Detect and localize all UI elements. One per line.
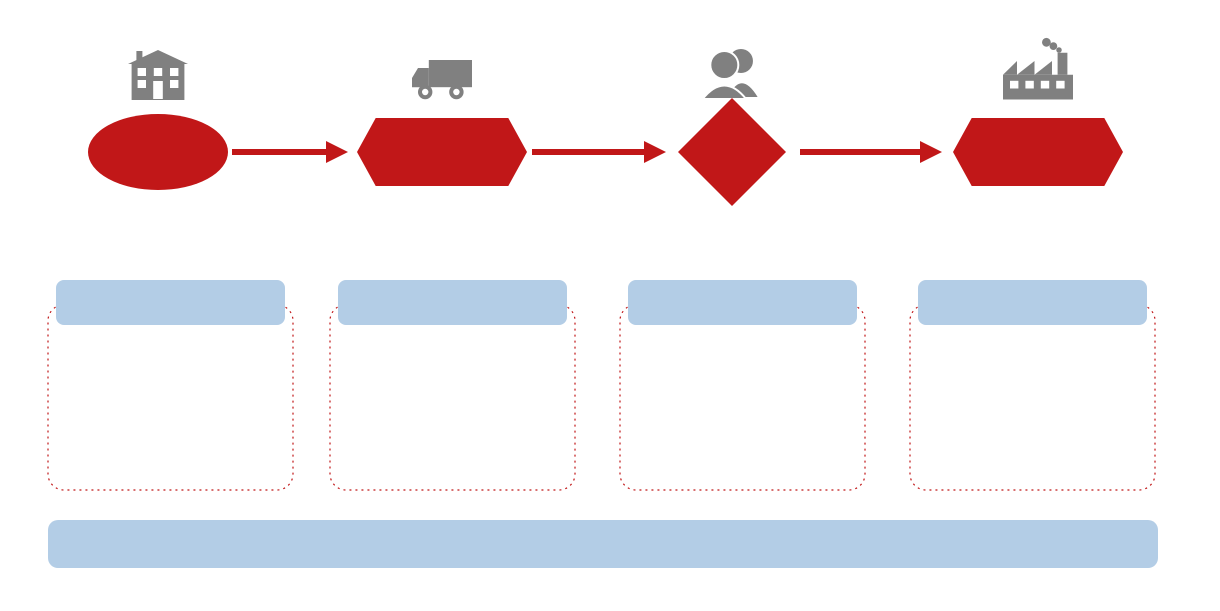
card-header (918, 280, 1147, 325)
start-ellipse (88, 114, 228, 190)
bottom-bar (48, 520, 1158, 568)
diagram-canvas (0, 0, 1220, 611)
process-hex-1 (357, 118, 527, 186)
process-hex-2 (953, 118, 1123, 186)
card-header (628, 280, 857, 325)
card-header (338, 280, 567, 325)
card-header (56, 280, 285, 325)
